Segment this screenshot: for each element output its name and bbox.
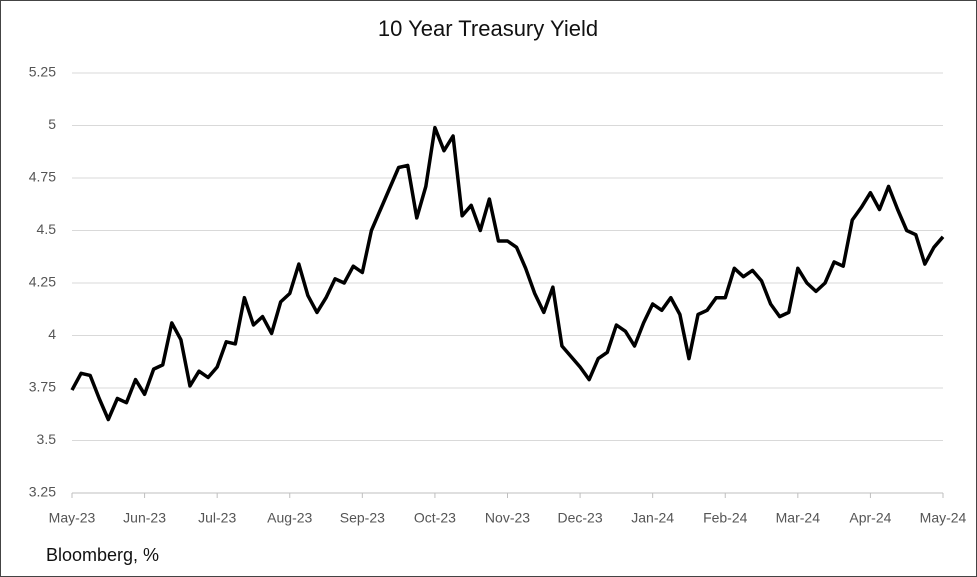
y-tick-label: 4 — [48, 326, 56, 342]
x-tick-label: May-24 — [920, 510, 967, 526]
x-tick-label: Jan-24 — [631, 510, 674, 526]
x-tick-label: Nov-23 — [485, 510, 530, 526]
y-tick-label: 4.75 — [29, 169, 56, 185]
y-tick-label: 3.75 — [29, 379, 56, 395]
source-note: Bloomberg, % — [46, 545, 159, 565]
x-tick-label: Mar-24 — [776, 510, 821, 526]
x-tick-label: Aug-23 — [267, 510, 312, 526]
chart-title: 10 Year Treasury Yield — [378, 16, 598, 41]
x-tick-label: Dec-23 — [558, 510, 603, 526]
x-tick-label: Oct-23 — [414, 510, 456, 526]
x-tick-label: Sep-23 — [340, 510, 385, 526]
x-tick-label: May-23 — [49, 510, 96, 526]
y-tick-label: 4.5 — [37, 221, 57, 237]
x-tick-label: Apr-24 — [849, 510, 891, 526]
y-tick-label: 3.25 — [29, 484, 56, 500]
x-tick-label: Jul-23 — [198, 510, 236, 526]
y-tick-label: 4.25 — [29, 274, 56, 290]
x-tick-label: Feb-24 — [703, 510, 748, 526]
x-tick-label: Jun-23 — [123, 510, 166, 526]
y-tick-label: 5 — [48, 116, 56, 132]
y-tick-label: 5.25 — [29, 64, 56, 80]
data-line — [70, 125, 945, 422]
y-tick-label: 3.5 — [37, 431, 57, 447]
